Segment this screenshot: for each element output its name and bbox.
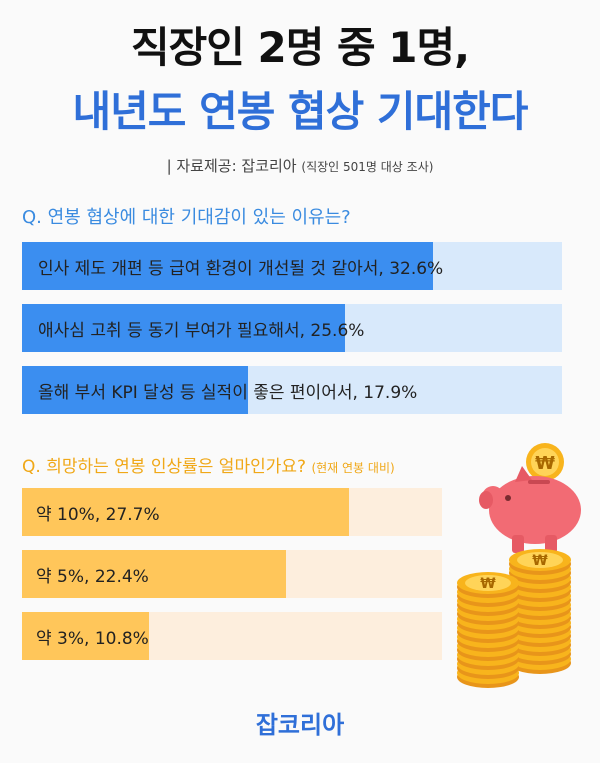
coin — [509, 643, 571, 665]
source-text: | 자료제공: 잡코리아 — [166, 157, 297, 175]
bar-track: 약 10%, 27.7% — [22, 488, 442, 536]
coin — [509, 553, 571, 575]
coin — [457, 594, 519, 616]
coin-face — [457, 572, 519, 594]
bar — [22, 304, 345, 352]
bar-label: 애사심 고취 등 동기 부여가 필요해서, 25.6% — [38, 320, 365, 341]
coin — [457, 603, 519, 625]
coin — [457, 612, 519, 634]
bar — [22, 242, 433, 290]
bar — [22, 366, 248, 414]
coin-symbol: ₩ — [480, 576, 496, 592]
bar — [22, 612, 150, 660]
coin — [457, 630, 519, 652]
coin — [457, 621, 519, 643]
title-line2: 내년도 연봉 협상 기대한다 — [72, 87, 529, 136]
coin-face — [509, 549, 571, 571]
coin — [509, 616, 571, 638]
chart2-question-text: Q. 희망하는 연봉 인상률은 얼마인가요? — [22, 457, 307, 477]
bar-label: 약 3%, 10.8% — [36, 628, 149, 649]
won-coin-symbol: ₩ — [535, 453, 555, 474]
chart2-question-sub: (현재 연봉 대비) — [311, 461, 395, 475]
piggy-bank-icon — [479, 466, 581, 553]
coin — [457, 585, 519, 607]
coin — [457, 576, 519, 598]
coin — [509, 607, 571, 629]
coin-face — [509, 648, 571, 670]
coin-top — [517, 552, 563, 568]
coin-face — [457, 644, 519, 666]
coin-symbol: ₩ — [532, 553, 548, 569]
bar-track: 애사심 고취 등 동기 부여가 필요해서, 25.6% — [22, 304, 562, 352]
bar-track: 약 5%, 22.4% — [22, 550, 442, 598]
chart2-question: Q. 희망하는 연봉 인상률은 얼마인가요? (현재 연봉 대비) — [22, 452, 395, 477]
coin — [509, 652, 571, 674]
coin — [509, 598, 571, 620]
coin-top — [465, 575, 511, 591]
coin — [509, 589, 571, 611]
title-line1: 직장인 2명 중 1명, — [130, 23, 470, 72]
coin-face — [457, 617, 519, 639]
coin — [509, 625, 571, 647]
coin-face — [509, 558, 571, 580]
source-line: | 자료제공: 잡코리아 (직장인 501명 대상 조사) — [0, 155, 600, 176]
coin-face — [457, 626, 519, 648]
source-note: (직장인 501명 대상 조사) — [301, 160, 434, 174]
coin — [509, 580, 571, 602]
coin — [457, 666, 519, 688]
bar — [22, 488, 349, 536]
bar — [22, 550, 287, 598]
coin — [457, 639, 519, 661]
bar-track: 약 3%, 10.8% — [22, 612, 442, 660]
coin — [457, 657, 519, 679]
coin — [509, 571, 571, 593]
bar-track: 올해 부서 KPI 달성 등 실적이 좋은 편이어서, 17.9% — [22, 366, 562, 414]
coin-face — [509, 603, 571, 625]
bar-label: 인사 제도 개편 등 급여 환경이 개선될 것 같아서, 32.6% — [38, 258, 444, 279]
bar-track: 인사 제도 개편 등 급여 환경이 개선될 것 같아서, 32.6% — [22, 242, 562, 290]
bar-label: 약 5%, 22.4% — [36, 566, 149, 587]
coin — [509, 634, 571, 656]
coin — [509, 562, 571, 584]
coin-face — [509, 594, 571, 616]
chart1-question: Q. 연봉 협상에 대한 기대감이 있는 이유는? — [22, 207, 351, 228]
coin-face — [509, 621, 571, 643]
won-coin-stack-icon: ₩₩ — [457, 549, 571, 688]
coin-face — [509, 612, 571, 634]
coin-face — [509, 630, 571, 652]
coin-face — [457, 662, 519, 684]
bar-label: 약 10%, 27.7% — [36, 504, 160, 525]
bar-label: 올해 부서 KPI 달성 등 실적이 좋은 편이어서, 17.9% — [38, 382, 418, 403]
coin-face — [509, 576, 571, 598]
won-coin-icon: ₩ — [526, 443, 564, 481]
coin-face — [457, 590, 519, 612]
coin-face — [457, 608, 519, 630]
coin-face — [509, 585, 571, 607]
coin-face — [457, 581, 519, 603]
coin-face — [457, 635, 519, 657]
coin-face — [509, 567, 571, 589]
footer-logo: 잡코리아 — [255, 711, 345, 739]
coin-face — [509, 639, 571, 661]
coin-face — [457, 599, 519, 621]
coin-face — [457, 653, 519, 675]
coin — [457, 648, 519, 670]
